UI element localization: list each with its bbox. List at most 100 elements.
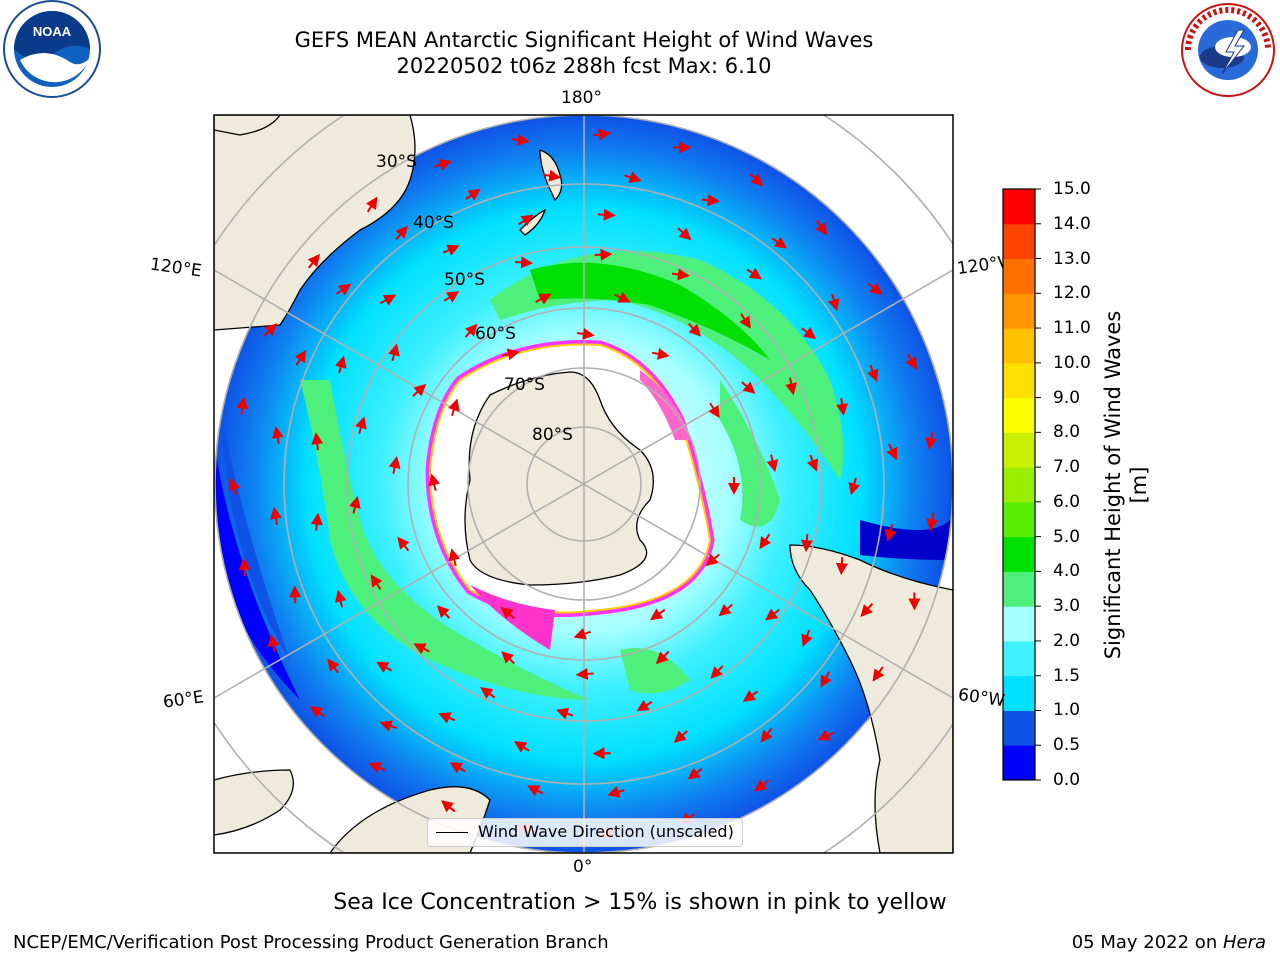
wave-direction-arrow — [815, 220, 828, 236]
wave-direction-arrow — [801, 327, 817, 340]
wave-direction-arrow — [759, 533, 772, 550]
colorbar-tick-label: 0.0 — [1053, 770, 1081, 790]
wave-direction-arrow — [687, 767, 703, 780]
wave-direction-arrow — [597, 208, 616, 221]
wave-direction-arrow — [514, 741, 530, 753]
colorbar-segment — [1003, 745, 1035, 781]
wave-direction-arrow — [442, 244, 460, 256]
wave-direction-arrow — [594, 248, 613, 261]
wave-direction-arrow — [309, 705, 326, 718]
wave-direction-arrow — [806, 454, 819, 472]
map-legend: Wind Wave Direction (unscaled) — [427, 818, 743, 847]
wave-direction-arrow — [395, 225, 408, 240]
colorbar-segment — [1003, 571, 1035, 607]
wave-direction-arrow — [238, 558, 251, 577]
wave-direction-arrow — [428, 473, 441, 492]
wave-direction-arrow — [817, 729, 835, 741]
footer-date-text: 05 May 2022 on — [1071, 932, 1223, 953]
wave-direction-arrow — [526, 785, 544, 797]
wave-direction-arrow — [365, 196, 378, 213]
wave-direction-arrow — [271, 425, 284, 444]
wave-direction-arrow — [515, 256, 534, 269]
colorbar-tick-label: 0.5 — [1053, 735, 1081, 756]
chart-title: GEFS MEAN Antarctic Significant Height o… — [294, 28, 874, 52]
colorbar-segment — [1003, 293, 1035, 329]
colorbar-segment — [1003, 536, 1035, 572]
colorbar-segment — [1003, 362, 1035, 399]
wave-direction-arrow — [741, 381, 756, 394]
colorbar-tick-label: 1.0 — [1053, 700, 1081, 721]
wave-direction-arrow — [501, 651, 515, 665]
wave-direction-arrow — [501, 348, 520, 361]
colorbar-tick-label: 12.0 — [1053, 283, 1091, 304]
wind-wave-arrows — [228, 128, 939, 839]
wave-direction-arrow — [801, 629, 813, 647]
meridian-label-180: 180° — [561, 88, 602, 108]
colorbar-tick-label: 3.0 — [1053, 596, 1081, 617]
wave-direction-arrow — [412, 383, 427, 397]
wave-direction-arrow — [500, 606, 516, 620]
colorbar-segment — [1003, 467, 1035, 503]
colorbar-segment — [1003, 606, 1035, 642]
wave-direction-arrow — [710, 665, 724, 679]
wave-direction-arrow — [708, 402, 720, 419]
wave-direction-arrow — [263, 323, 278, 337]
wave-direction-arrow — [905, 353, 917, 370]
colorbar-tick-label: 15.0 — [1053, 179, 1091, 199]
wave-direction-arrow — [705, 553, 720, 567]
colorbar-segment — [1003, 189, 1035, 225]
wave-direction-arrow — [687, 322, 702, 337]
wave-direction-arrow — [746, 267, 762, 280]
wave-direction-arrow — [388, 343, 400, 362]
wave-direction-arrow — [464, 323, 478, 338]
wave-direction-arrow — [334, 355, 347, 374]
noaa-logo-text: NOAA — [33, 24, 72, 39]
wave-direction-arrow — [576, 327, 595, 340]
noaa-logo-icon: NOAA — [3, 0, 101, 98]
wave-direction-arrow — [434, 159, 452, 171]
wave-direction-arrow — [614, 291, 631, 303]
colorbar-tick-label: 11.0 — [1053, 318, 1091, 339]
nws-logo-icon — [1181, 3, 1275, 97]
colorbar-segment — [1003, 258, 1035, 294]
parallel-label-60s: 60°S — [475, 324, 516, 344]
wave-direction-arrow — [671, 268, 690, 281]
colorbar-frame — [1002, 188, 1036, 781]
wave-direction-arrow — [650, 608, 666, 621]
colorbar — [1002, 188, 1041, 781]
wave-direction-arrow — [448, 548, 461, 567]
wave-direction-arrow — [294, 349, 307, 366]
wave-direction-arrow — [448, 398, 460, 416]
wave-direction-arrow — [765, 608, 780, 621]
wave-direction-arrow — [413, 643, 430, 655]
wave-direction-arrow — [440, 800, 456, 813]
wave-direction-arrow — [655, 650, 670, 665]
parallel-label-80s: 80°S — [532, 425, 573, 445]
wave-direction-arrow — [867, 282, 883, 295]
wave-direction-arrow — [575, 667, 594, 680]
wave-direction-arrow — [701, 194, 720, 207]
wave-direction-arrow — [370, 574, 383, 590]
wave-direction-arrow — [335, 283, 352, 296]
colorbar-tick-label: 2.0 — [1053, 630, 1081, 651]
wave-direction-arrow — [388, 456, 401, 474]
wave-direction-arrow — [766, 454, 779, 473]
wave-direction-arrow — [884, 524, 897, 542]
wave-direction-arrow — [228, 478, 241, 496]
wave-direction-arrow — [480, 687, 496, 699]
colorbar-tick-label: 14.0 — [1053, 213, 1091, 234]
parallel-label-40s: 40°S — [413, 213, 454, 233]
meridian-label-0: 0° — [573, 857, 593, 877]
parallel-label-70s: 70°S — [504, 375, 545, 395]
parallel-label-50s: 50°S — [444, 270, 485, 290]
wave-direction-arrow — [556, 707, 574, 720]
wave-direction-arrow — [673, 730, 688, 743]
wave-direction-arrow — [355, 416, 367, 434]
wave-direction-arrow — [860, 603, 874, 618]
footer-organization: NCEP/EMC/Verification Post Processing Pr… — [13, 932, 609, 953]
wave-direction-arrow — [739, 313, 751, 329]
wave-direction-arrow — [760, 727, 773, 743]
wave-direction-arrow — [872, 666, 885, 682]
wave-direction-arrow — [624, 171, 642, 184]
wave-direction-arrow — [327, 658, 340, 674]
